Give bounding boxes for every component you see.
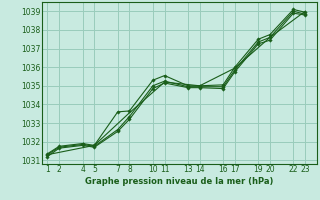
- X-axis label: Graphe pression niveau de la mer (hPa): Graphe pression niveau de la mer (hPa): [85, 177, 273, 186]
